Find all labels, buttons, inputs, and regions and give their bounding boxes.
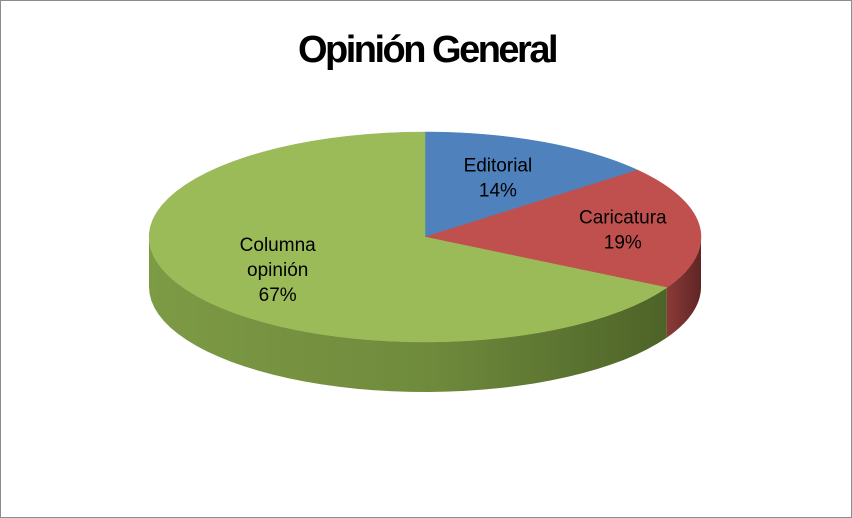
- slice-columna-opinión[interactable]: [148, 131, 668, 343]
- slice-editorial[interactable]: [424, 131, 639, 238]
- data-label-editorial: Editorial 14%: [464, 156, 533, 202]
- data-label-caricatura: Caricatura 19%: [579, 207, 667, 253]
- slice-side-caricatura: [666, 237, 701, 338]
- chart-title: Opinión General: [297, 29, 559, 71]
- data-labels: Editorial 14% Caricatura 19% Columna opinión 6…: [240, 156, 667, 307]
- pie-slices: [148, 131, 702, 343]
- slice-caricatura[interactable]: [424, 169, 702, 288]
- slice-side-columna-opinión: [149, 237, 667, 392]
- data-label-columna-opinión: Columna opinión 67%: [240, 235, 316, 306]
- pie-sides: [149, 237, 701, 392]
